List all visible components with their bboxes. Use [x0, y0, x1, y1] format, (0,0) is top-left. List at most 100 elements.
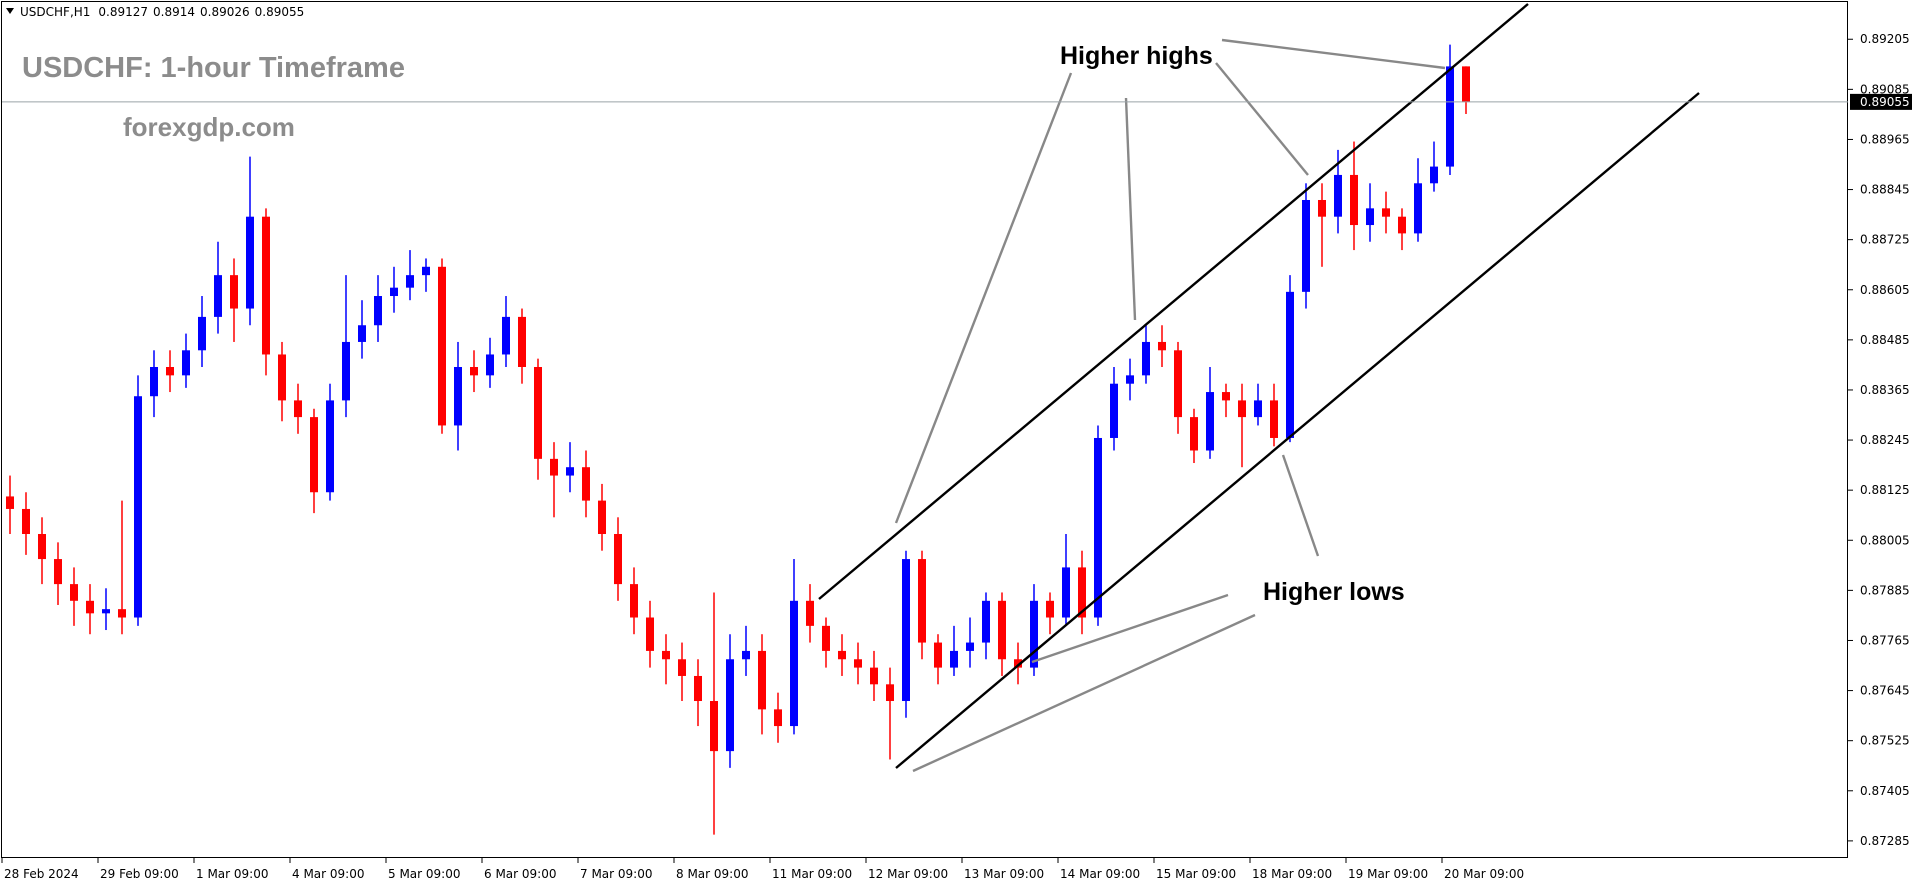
- candle-body: [870, 667, 878, 685]
- candle-body: [1014, 659, 1022, 668]
- x-tick-label: 11 Mar 09:00: [772, 867, 852, 881]
- candle-body: [1046, 600, 1054, 618]
- last-price-label: 0.89055: [1860, 95, 1910, 109]
- candle-body: [86, 600, 94, 614]
- y-tick-label: 0.87525: [1860, 734, 1910, 748]
- candle-body: [1334, 174, 1342, 217]
- annotation-pointers: [894, 38, 1446, 773]
- header-arrow: [6, 8, 14, 14]
- annotation-label: Higher highs: [1060, 42, 1213, 70]
- y-tick-label: 0.88605: [1860, 283, 1910, 297]
- candle-body: [966, 642, 974, 651]
- pointer-line: [1281, 454, 1320, 557]
- annotation-label: Higher lows: [1263, 578, 1405, 606]
- symbol: USDCHF,H1: [20, 5, 90, 19]
- x-tick-label: 12 Mar 09:00: [868, 867, 948, 881]
- pointer-line: [1215, 62, 1309, 176]
- y-tick-label: 0.87405: [1860, 784, 1910, 798]
- candle-body: [694, 675, 702, 702]
- candle-body: [1430, 166, 1438, 184]
- y-tick-label: 0.88245: [1860, 433, 1910, 447]
- candle-body: [598, 500, 606, 535]
- candle-body: [982, 600, 990, 643]
- pointer-line: [894, 72, 1073, 524]
- candle-body: [38, 534, 46, 560]
- y-tick-label: 0.88725: [1860, 233, 1910, 247]
- candle-body: [534, 366, 542, 459]
- x-tick-label: 13 Mar 09:00: [964, 867, 1044, 881]
- candle-body: [774, 709, 782, 727]
- candle-body: [1270, 400, 1278, 438]
- candle-body: [918, 559, 926, 643]
- candle-body: [1222, 392, 1230, 401]
- x-tick-label: 28 Feb 2024: [4, 867, 79, 881]
- candle-body: [374, 296, 382, 326]
- candle-body: [278, 354, 286, 401]
- candle-body: [326, 400, 334, 493]
- candle-body: [22, 508, 30, 535]
- candle-body: [550, 458, 558, 476]
- candle-body: [118, 609, 126, 618]
- y-tick-label: 0.88965: [1860, 132, 1910, 146]
- candle-body: [1078, 567, 1086, 618]
- candle-body: [678, 659, 686, 676]
- candle-body: [646, 617, 654, 651]
- candle-body: [822, 625, 830, 651]
- candle-body: [614, 534, 622, 585]
- candle-body: [886, 684, 894, 702]
- candle-body: [406, 275, 414, 288]
- candle-body: [998, 600, 1006, 660]
- candle-body: [1238, 400, 1246, 418]
- candle-body: [1286, 291, 1294, 438]
- candle-body: [1398, 216, 1406, 234]
- candle-body: [1382, 208, 1390, 217]
- candle-body: [70, 584, 78, 601]
- x-tick-label: 7 Mar 09:00: [580, 867, 653, 881]
- candle-body: [1062, 567, 1070, 618]
- x-tick-label: 29 Feb 09:00: [100, 867, 179, 881]
- y-tick-label: 0.88845: [1860, 183, 1910, 197]
- candle-body: [454, 366, 462, 426]
- candle-body: [54, 559, 62, 585]
- header-close: 0.89055: [255, 5, 305, 19]
- candle-body: [582, 467, 590, 501]
- plot-frame: [1, 1, 1848, 858]
- candle-body: [934, 642, 942, 668]
- y-tick-label: 0.87885: [1860, 583, 1910, 597]
- y-tick-label: 0.88365: [1860, 383, 1910, 397]
- x-tick-label: 19 Mar 09:00: [1348, 867, 1428, 881]
- candle-body: [294, 400, 302, 418]
- chart-title: USDCHF: 1-hour Timeframe: [22, 52, 405, 84]
- candle-body: [1414, 183, 1422, 234]
- candle-body: [390, 287, 398, 297]
- y-tick-label: 0.87765: [1860, 633, 1910, 647]
- candle-body: [1030, 600, 1038, 668]
- candle-body: [518, 316, 526, 367]
- candle-body: [422, 266, 430, 276]
- x-tick-label: 20 Mar 09:00: [1444, 867, 1524, 881]
- y-tick-label: 0.88125: [1860, 483, 1910, 497]
- candle-body: [1254, 400, 1262, 418]
- candle-body: [902, 559, 910, 702]
- candle-body: [486, 354, 494, 376]
- candle-body: [6, 496, 14, 509]
- candle-body: [262, 216, 270, 355]
- y-tick-label: 0.89085: [1860, 82, 1910, 96]
- channel-upper-line: [818, 3, 1529, 600]
- candle-body: [1094, 437, 1102, 618]
- candle-body: [198, 316, 206, 351]
- x-tick-label: 15 Mar 09:00: [1156, 867, 1236, 881]
- plot-area: [6, 44, 1470, 835]
- candle-body: [1142, 341, 1150, 376]
- candle-body: [182, 350, 190, 376]
- header-open: 0.89127: [98, 5, 148, 19]
- pointer-line: [1124, 97, 1137, 321]
- candle-body: [1350, 174, 1358, 226]
- candle-body: [1446, 66, 1454, 167]
- candle-body: [358, 325, 366, 342]
- candle-body: [166, 366, 174, 376]
- candle-body: [950, 650, 958, 668]
